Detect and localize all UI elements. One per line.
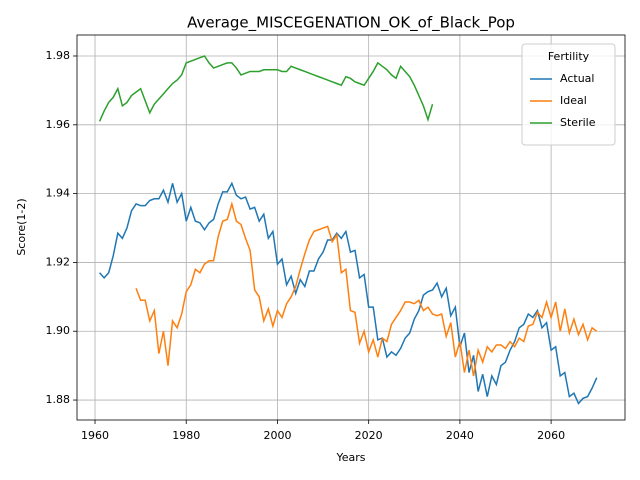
x-tick-label: 1960: [81, 429, 109, 442]
legend-label: Sterile: [560, 116, 596, 129]
line-series: [135, 201, 598, 377]
plot-frame: [76, 34, 626, 421]
y-tick-label: 1.92: [46, 255, 71, 268]
x-tick-label: 2020: [355, 429, 383, 442]
line-series: [99, 181, 598, 405]
x-tick-label: 1980: [172, 429, 200, 442]
legend-title: Fertility: [548, 50, 590, 63]
y-tick-label: 1.90: [46, 324, 71, 337]
x-tick-label: 2000: [263, 429, 291, 442]
x-axis-label: Years: [335, 451, 365, 464]
legend: Fertility Actual Ideal Sterile: [521, 43, 616, 146]
y-tick-label: 1.98: [46, 49, 71, 62]
legend-label: Actual: [560, 72, 594, 85]
legend-box: [521, 43, 616, 146]
chart-title: Average_MISCEGENATION_OK_of_Black_Pop: [187, 14, 515, 33]
x-tick-label: 2040: [446, 429, 474, 442]
y-tick-label: 1.94: [46, 187, 71, 200]
y-tick-label: 1.88: [46, 393, 71, 406]
legend-label: Ideal: [560, 94, 587, 107]
x-tick-label: 2060: [537, 429, 565, 442]
y-axis-label: Score(1-2): [15, 198, 28, 255]
line-series: [98, 55, 434, 123]
y-tick-label: 1.96: [46, 118, 71, 131]
